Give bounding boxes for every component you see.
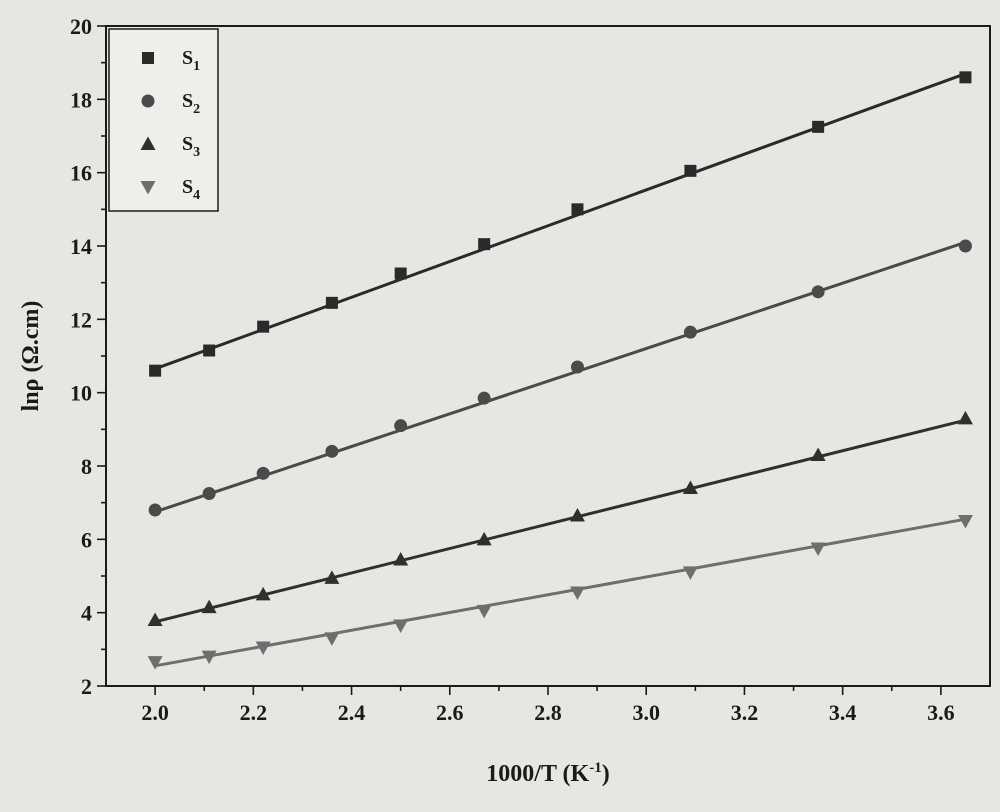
data-point-s1 bbox=[812, 120, 825, 133]
legend-label-s2: S2 bbox=[182, 90, 200, 117]
data-point-s1 bbox=[203, 344, 216, 357]
data-point-s3 bbox=[201, 599, 217, 614]
data-point-s3 bbox=[393, 552, 409, 566]
y-tick-label: 4 bbox=[81, 601, 92, 626]
x-tick-label: 3.0 bbox=[632, 700, 660, 725]
y-tick-label: 10 bbox=[70, 381, 92, 406]
data-point-s1 bbox=[149, 364, 162, 377]
legend-marker-s3 bbox=[140, 136, 156, 150]
y-tick-label: 16 bbox=[70, 161, 92, 186]
legend-label-s4: S4 bbox=[182, 176, 200, 203]
legend-marker-s4 bbox=[140, 181, 156, 195]
legend-box bbox=[108, 28, 219, 212]
data-point-s3 bbox=[255, 586, 271, 601]
data-point-s1 bbox=[684, 164, 697, 177]
y-axis-title: lnρ (Ω.cm) bbox=[18, 301, 44, 412]
plot-area bbox=[147, 71, 973, 670]
data-point-s3 bbox=[810, 447, 826, 461]
data-point-s4 bbox=[201, 650, 217, 665]
y-tick-label: 20 bbox=[70, 14, 92, 39]
data-point-s3 bbox=[569, 508, 585, 522]
data-point-s1 bbox=[394, 267, 407, 280]
x-tick-label: 3.6 bbox=[927, 700, 955, 725]
x-axis-title: 1000/T (K-1) bbox=[486, 760, 609, 787]
series-s3 bbox=[147, 410, 973, 626]
data-point-s4 bbox=[957, 515, 973, 529]
data-point-s4 bbox=[324, 632, 340, 646]
data-point-s2 bbox=[477, 391, 491, 405]
data-point-s3 bbox=[682, 480, 698, 494]
y-tick-label: 14 bbox=[70, 234, 92, 259]
data-point-s4 bbox=[476, 604, 492, 619]
data-point-s4 bbox=[255, 641, 271, 655]
data-point-s1 bbox=[571, 203, 584, 216]
y-tick-label: 18 bbox=[70, 87, 92, 112]
fit-line-s2 bbox=[154, 240, 966, 514]
data-point-s2 bbox=[683, 325, 697, 339]
data-point-s3 bbox=[957, 410, 973, 425]
data-point-s4 bbox=[393, 619, 409, 633]
fit-line-s4 bbox=[154, 517, 966, 668]
data-point-s2 bbox=[325, 444, 339, 458]
data-point-s4 bbox=[147, 656, 163, 670]
y-tick-label: 12 bbox=[70, 307, 92, 332]
data-point-s3 bbox=[324, 570, 340, 584]
y-tick-label: 2 bbox=[81, 674, 92, 699]
series-s4 bbox=[147, 515, 973, 670]
series-s1 bbox=[149, 71, 972, 377]
data-point-s2 bbox=[958, 239, 972, 253]
fit-line-s3 bbox=[154, 418, 966, 624]
x-tick-label: 2.4 bbox=[338, 700, 366, 725]
legend-marker-s2 bbox=[141, 94, 155, 108]
data-point-s4 bbox=[810, 542, 826, 556]
y-tick-label: 6 bbox=[81, 527, 92, 552]
data-point-s1 bbox=[257, 320, 270, 333]
fit-line-s1 bbox=[154, 72, 966, 371]
data-point-s2 bbox=[570, 360, 584, 374]
data-point-s4 bbox=[682, 566, 698, 580]
data-point-s2 bbox=[256, 466, 270, 480]
data-point-s4 bbox=[569, 586, 585, 600]
x-tick-label: 2.6 bbox=[436, 700, 464, 725]
series-s2 bbox=[148, 239, 972, 517]
axis-ticks: 2.0 2.2 2.4 2.6 2.8 3.0 3.2 3.4 3.6 2 4 6 8 10 12 14 16 1… bbox=[70, 14, 955, 725]
data-point-s3 bbox=[147, 612, 163, 626]
x-tick-label: 2.2 bbox=[240, 700, 268, 725]
data-point-s1 bbox=[325, 296, 338, 309]
legend-label-s3: S3 bbox=[182, 133, 200, 160]
data-point-s2 bbox=[202, 487, 216, 500]
data-point-s2 bbox=[811, 285, 825, 299]
data-point-s1 bbox=[959, 71, 972, 84]
x-tick-label: 3.2 bbox=[731, 700, 759, 725]
legend-marker-s1 bbox=[142, 52, 154, 64]
y-tick-label: 8 bbox=[81, 454, 92, 479]
legend-label-s1: S1 bbox=[182, 47, 200, 74]
data-point-s2 bbox=[394, 419, 408, 433]
legend: S1 S2 S3 S4 bbox=[108, 28, 219, 212]
x-tick-label: 2.0 bbox=[141, 700, 169, 725]
x-tick-label: 3.4 bbox=[829, 700, 857, 725]
x-tick-label: 2.8 bbox=[534, 700, 562, 725]
data-point-s2 bbox=[148, 503, 162, 517]
data-point-s3 bbox=[476, 531, 492, 546]
data-point-s1 bbox=[478, 238, 491, 251]
